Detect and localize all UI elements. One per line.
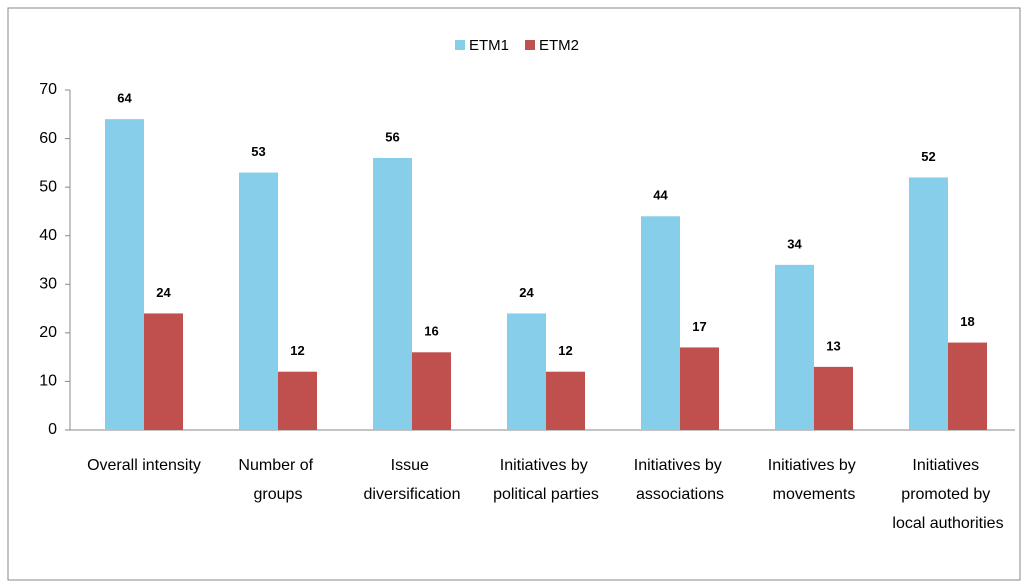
- x-tick-label-line: Overall intensity: [87, 457, 201, 474]
- data-label: 52: [921, 149, 935, 164]
- x-tick-label: Initiatives promoted by local authoritie…: [892, 457, 1003, 532]
- chart-frame: [7, 7, 1021, 581]
- bar: [641, 216, 680, 430]
- x-tick-label-line: Issue: [391, 457, 434, 474]
- x-tick-label: Issue diversification: [364, 457, 461, 503]
- y-tick-label: 40: [39, 227, 57, 244]
- y-tick-label: 70: [39, 81, 57, 98]
- x-tick-label-line: local authorities: [892, 515, 1003, 532]
- bar: [546, 371, 585, 430]
- data-label: 24: [156, 285, 171, 300]
- bar: [680, 347, 719, 430]
- legend-label: ETM1: [469, 37, 509, 54]
- x-tick-label-line: groups: [254, 486, 303, 503]
- bar: [105, 119, 144, 431]
- x-tick-label-line: Initiatives by: [500, 457, 592, 474]
- bar: [144, 313, 183, 430]
- data-label: 53: [251, 144, 265, 159]
- bar: [507, 313, 546, 430]
- bar: [412, 352, 451, 430]
- y-tick-label: 0: [48, 421, 57, 438]
- data-label: 12: [290, 343, 304, 358]
- x-tick-label-line: diversification: [364, 486, 461, 503]
- x-tick-label: Overall intensity: [87, 457, 201, 474]
- bar: [373, 158, 412, 430]
- y-tick-label: 30: [39, 276, 57, 293]
- bar: [239, 172, 278, 431]
- y-tick-label: 20: [39, 324, 57, 341]
- x-tick-label-line: Number of: [238, 457, 317, 474]
- x-tick-label: Number of groups: [238, 457, 317, 503]
- x-tick-label: Initiatives by political parties: [493, 457, 599, 503]
- bar: [948, 342, 987, 430]
- x-tick-label: Initiatives by associations: [634, 457, 726, 503]
- legend-swatch: [455, 40, 465, 50]
- x-tick-label-line: associations: [636, 486, 724, 503]
- x-tick-label-line: political parties: [493, 486, 599, 503]
- data-label: 17: [692, 319, 706, 334]
- y-tick-label: 10: [39, 373, 57, 390]
- y-tick-label: 60: [39, 130, 57, 147]
- data-label: 16: [424, 324, 438, 339]
- x-tick-label-line: Initiatives: [912, 457, 983, 474]
- bar: [278, 371, 317, 430]
- data-label: 44: [653, 188, 668, 203]
- data-label: 18: [960, 314, 974, 329]
- x-tick-label-line: movements: [773, 486, 856, 503]
- legend-label: ETM2: [539, 37, 579, 54]
- data-label: 34: [787, 236, 802, 251]
- x-tick-label-line: promoted by: [901, 486, 994, 503]
- data-label: 13: [826, 338, 840, 353]
- x-tick-label: Initiatives by movements: [768, 457, 860, 503]
- x-tick-label-line: Initiatives by: [768, 457, 860, 474]
- x-tick-label-line: Initiatives by: [634, 457, 726, 474]
- y-tick-label: 50: [39, 178, 57, 195]
- data-label: 12: [558, 343, 572, 358]
- legend-swatch: [525, 40, 536, 50]
- bar: [775, 264, 814, 430]
- data-label: 64: [117, 91, 132, 106]
- bar: [814, 366, 853, 430]
- bar: [909, 177, 948, 430]
- data-label: 56: [385, 129, 399, 144]
- data-label: 24: [519, 285, 534, 300]
